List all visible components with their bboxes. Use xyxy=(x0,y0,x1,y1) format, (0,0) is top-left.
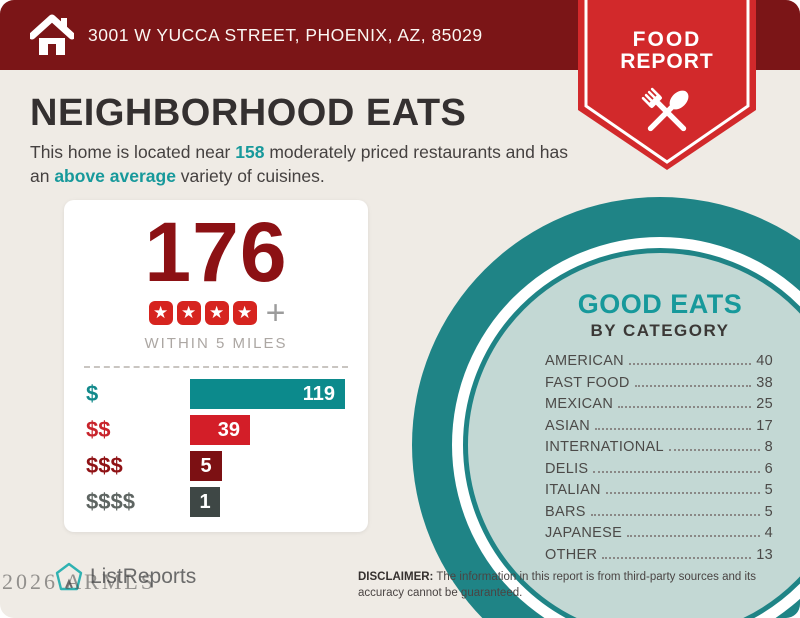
category-count: 5 xyxy=(764,482,773,498)
category-count: 13 xyxy=(756,546,773,563)
dotted-leader xyxy=(593,470,760,473)
category-count: 17 xyxy=(756,417,773,434)
good-eats-circle: GOOD EATS BY CATEGORY AMERICAN 40 FAST FOO… xyxy=(463,248,800,618)
category-name: JAPANESE xyxy=(545,525,623,541)
category-count: 4 xyxy=(764,525,773,541)
subtitle-accent: above average xyxy=(54,166,176,186)
category-name: DELIS xyxy=(545,460,589,477)
bar-row: $$ 39 xyxy=(64,415,368,445)
address-text: 3001 W YUCCA STREET, PHOENIX, AZ, 85029 xyxy=(88,24,483,45)
page-title: NEIGHBORHOOD EATS xyxy=(30,92,467,134)
dotted-leader xyxy=(628,363,752,365)
category-count: 6 xyxy=(764,460,773,477)
bar-row: $$$ 5 xyxy=(64,451,368,481)
category-row: INTERNATIONAL 8 xyxy=(545,439,773,461)
disclaimer-label: DISCLAIMER: xyxy=(358,571,434,583)
category-count: 8 xyxy=(764,439,773,455)
category-row: OTHER 13 xyxy=(545,547,773,569)
price-bar-chart: $119 $$ 39 $$$ 5 $$$$ 1 xyxy=(64,379,368,523)
disclaimer-text: The information in this report is from t… xyxy=(358,571,756,599)
star-rating: ★ ★ ★ ★ + xyxy=(64,294,368,332)
subtitle-text: This home is located near xyxy=(30,142,236,162)
category-count: 40 xyxy=(756,353,773,369)
disclaimer: DISCLAIMER: The information in this repo… xyxy=(358,570,792,601)
subtitle: This home is located near 158 moderately… xyxy=(30,140,575,188)
bar-value: 5 xyxy=(200,454,212,477)
category-name: BARS xyxy=(545,503,586,520)
category-count: 5 xyxy=(764,503,773,520)
dotted-leader xyxy=(595,427,752,430)
radius-caption: WITHIN 5 MILES xyxy=(144,335,288,352)
utensils-icon xyxy=(641,87,689,132)
category-name: MEXICAN xyxy=(545,396,614,412)
star-icon: ★ xyxy=(204,301,229,325)
badge-line2: REPORT xyxy=(620,50,714,73)
star-icon: ★ xyxy=(148,301,173,325)
price-level-label: $$$$ xyxy=(86,489,135,514)
dotted-leader xyxy=(590,513,760,516)
watermark: 2026 ARMLS xyxy=(2,569,157,594)
plus-icon: + xyxy=(265,294,286,332)
category-count: 25 xyxy=(756,396,773,412)
badge-shape xyxy=(578,0,756,170)
dotted-leader xyxy=(668,449,760,451)
category-row: ASIAN 17 xyxy=(545,418,773,440)
divider xyxy=(84,366,348,368)
dotted-leader xyxy=(627,535,760,537)
category-name: FAST FOOD xyxy=(545,374,630,391)
food-report-badge: FOOD REPORT xyxy=(578,0,756,172)
subtitle-text: variety of cuisines. xyxy=(175,166,325,186)
star-icon: ★ xyxy=(232,301,257,325)
category-row: DELIS 6 xyxy=(545,461,773,483)
category-row: FAST FOOD 38 xyxy=(545,375,773,397)
category-row: MEXICAN 25 xyxy=(545,396,773,418)
category-name: INTERNATIONAL xyxy=(545,439,664,455)
price-level-bar: 5 xyxy=(190,451,222,481)
category-name: OTHER xyxy=(545,546,598,563)
dotted-leader xyxy=(618,406,752,408)
category-row: ITALIAN 5 xyxy=(545,482,773,504)
category-count: 38 xyxy=(756,374,773,391)
subtitle-text: moderately priced restaurants and has an xyxy=(30,142,568,186)
restaurant-count-card: 176 ★ ★ ★ ★ + WITHIN 5 MILES $119 $$ 39 $$$ 5 $$$… xyxy=(64,200,368,532)
logo-text: ListReports xyxy=(90,565,197,588)
price-level-label: $ xyxy=(86,381,99,406)
category-name: ASIAN xyxy=(545,417,591,434)
star-icon: ★ xyxy=(176,301,201,325)
badge-line1: FOOD xyxy=(633,28,702,51)
bar-row: $119 xyxy=(64,379,368,409)
price-level-label: $$$ xyxy=(86,453,123,478)
bar-row: $$$$ 1 xyxy=(64,487,368,517)
restaurant-count: 176 xyxy=(144,205,288,299)
good-eats-title: GOOD EATS xyxy=(577,289,743,319)
category-row: JAPANESE 4 xyxy=(545,525,773,547)
home-icon xyxy=(30,14,74,55)
category-name: AMERICAN xyxy=(545,353,624,369)
category-name: ITALIAN xyxy=(545,482,601,498)
price-level-bar: 1 xyxy=(190,487,220,517)
subtitle-accent: 158 xyxy=(235,142,265,162)
bar-value: 119 xyxy=(302,382,335,405)
price-level-label: $$ xyxy=(86,417,111,442)
listreports-logo: ListReports xyxy=(54,561,196,593)
category-list: AMERICAN 40 FAST FOOD 38 MEXICAN 25 ASIAN 17 INT… xyxy=(545,353,773,568)
bar-value: 1 xyxy=(199,490,211,513)
badge-inner-border xyxy=(584,0,750,164)
bar-value: 39 xyxy=(217,418,240,441)
dotted-leader xyxy=(602,556,752,559)
good-eats-subtitle: BY CATEGORY xyxy=(590,321,730,340)
category-row: BARS 5 xyxy=(545,504,773,526)
price-level-bar: 119 xyxy=(190,379,345,409)
dotted-leader xyxy=(634,384,752,387)
dotted-leader xyxy=(605,492,760,494)
category-row: AMERICAN 40 xyxy=(545,353,773,375)
house-pin-icon xyxy=(55,562,83,591)
price-level-bar: 39 xyxy=(190,415,250,445)
